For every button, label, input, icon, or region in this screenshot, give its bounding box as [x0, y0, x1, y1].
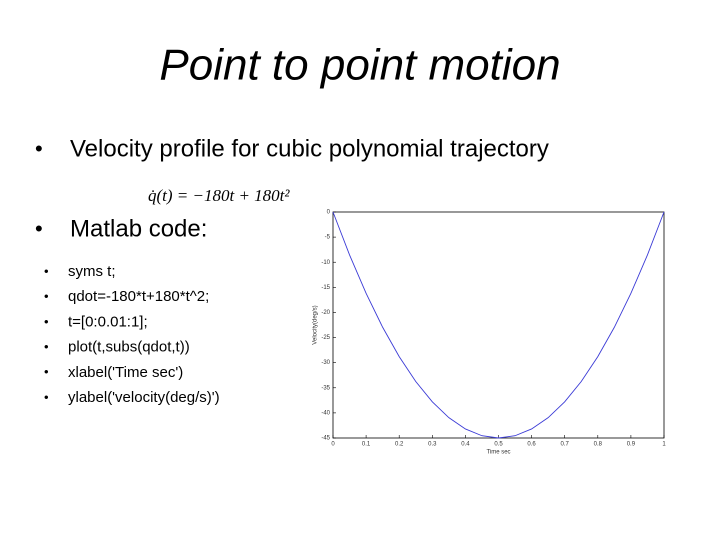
bullet-marker: •: [44, 364, 49, 379]
y-tick-label: -10: [321, 260, 330, 266]
y-tick-label: 0: [327, 210, 331, 216]
x-tick-label: 0: [331, 442, 335, 448]
bullet-marker: •: [44, 289, 49, 304]
x-tick-label: 0.5: [494, 442, 503, 448]
x-tick-label: 0.1: [362, 442, 371, 448]
y-tick-label: -25: [321, 335, 330, 341]
bullet-text: Velocity profile for cubic polynomial tr…: [70, 135, 549, 162]
x-tick-label: 0.7: [561, 442, 570, 448]
x-tick-label: 0.4: [461, 442, 470, 448]
code-line: ylabel('velocity(deg/s)'): [68, 389, 220, 406]
code-line: plot(t,subs(qdot,t)): [68, 339, 190, 356]
x-tick-label: 1: [662, 442, 666, 448]
data-line: [332, 211, 665, 439]
y-tick-label: -15: [321, 285, 330, 291]
bullet-marker: •: [44, 389, 49, 404]
y-axis-label: Velocity(deg/s): [313, 305, 319, 344]
bullet-marker: •: [35, 216, 43, 241]
x-tick-label: 0.6: [527, 442, 536, 448]
x-tick-label: 0.2: [395, 442, 404, 448]
y-tick-label: -35: [321, 385, 330, 391]
bullet-marker: •: [35, 136, 43, 161]
x-tick-label: 0.3: [428, 442, 437, 448]
code-list: • syms t; • qdot=-180*t+180*t^2; • t=[0:0.01:…: [44, 263, 220, 406]
y-tick-label: -45: [321, 436, 330, 442]
bullet-marker: •: [44, 263, 49, 278]
bullet-marker: •: [44, 314, 49, 329]
x-axis-label: Time sec: [486, 450, 510, 456]
bullet-marker: •: [44, 339, 49, 354]
plot: 0 0.1 0.2 0.3 0.4 0.5 0.6 0.7 0.8 0.9 1 0 -5 -10 -15 -2…: [313, 210, 667, 456]
x-tick-label: 0.9: [627, 442, 636, 448]
equation: q̇(t) = −180t + 180t²: [148, 186, 290, 205]
x-tick-label: 0.8: [594, 442, 603, 448]
y-tick-label: -20: [321, 310, 330, 316]
code-line: syms t;: [68, 263, 116, 280]
code-line: t=[0:0.01:1];: [68, 313, 148, 330]
y-tick-label: -40: [321, 410, 330, 416]
bullet-text: Matlab code:: [70, 215, 207, 242]
code-line: xlabel('Time sec'): [68, 364, 183, 381]
code-line: qdot=-180*t+180*t^2;: [68, 288, 209, 305]
slide-title: Point to point motion: [159, 41, 560, 90]
y-tick-label: -5: [325, 235, 331, 241]
y-tick-label: -30: [321, 360, 330, 366]
